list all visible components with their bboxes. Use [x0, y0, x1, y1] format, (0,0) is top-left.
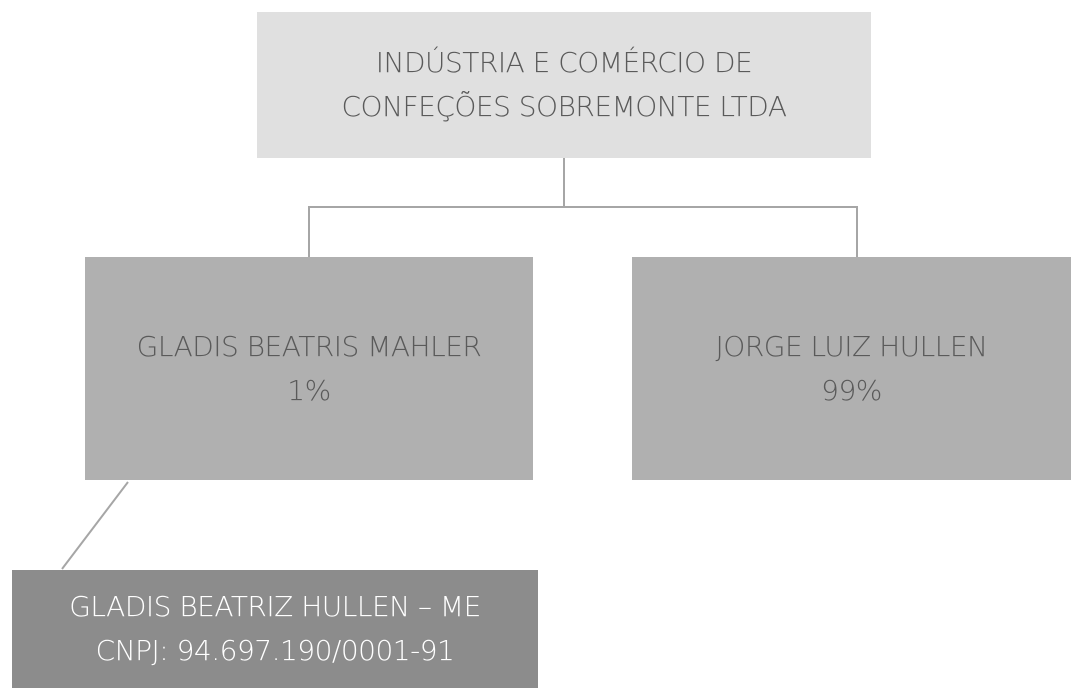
node-line: GLADIS BEATRIZ HULLEN – ME [69, 590, 481, 623]
node-line: CNPJ: 94.697.190/0001-91 [95, 634, 455, 667]
partner-node: GLADIS BEATRIS MAHLER 1% [85, 257, 533, 480]
node-line: GLADIS BEATRIS MAHLER [136, 329, 482, 363]
node-line: 1% [287, 373, 331, 407]
node-line: JORGE LUIZ HULLEN [715, 329, 988, 363]
partner-node: JORGE LUIZ HULLEN 99% [632, 257, 1071, 480]
node-line: CONFEÇÕES SOBREMONTE LTDA [341, 90, 788, 123]
company-node: INDÚSTRIA E COMÉRCIO DE CONFEÇÕES SOBREM… [257, 12, 871, 158]
node-line: INDÚSTRIA E COMÉRCIO DE [375, 46, 753, 79]
node-line: 99% [821, 373, 882, 407]
connector [61, 481, 129, 570]
subsidiary-node: GLADIS BEATRIZ HULLEN – ME CNPJ: 94.697.… [12, 570, 538, 688]
